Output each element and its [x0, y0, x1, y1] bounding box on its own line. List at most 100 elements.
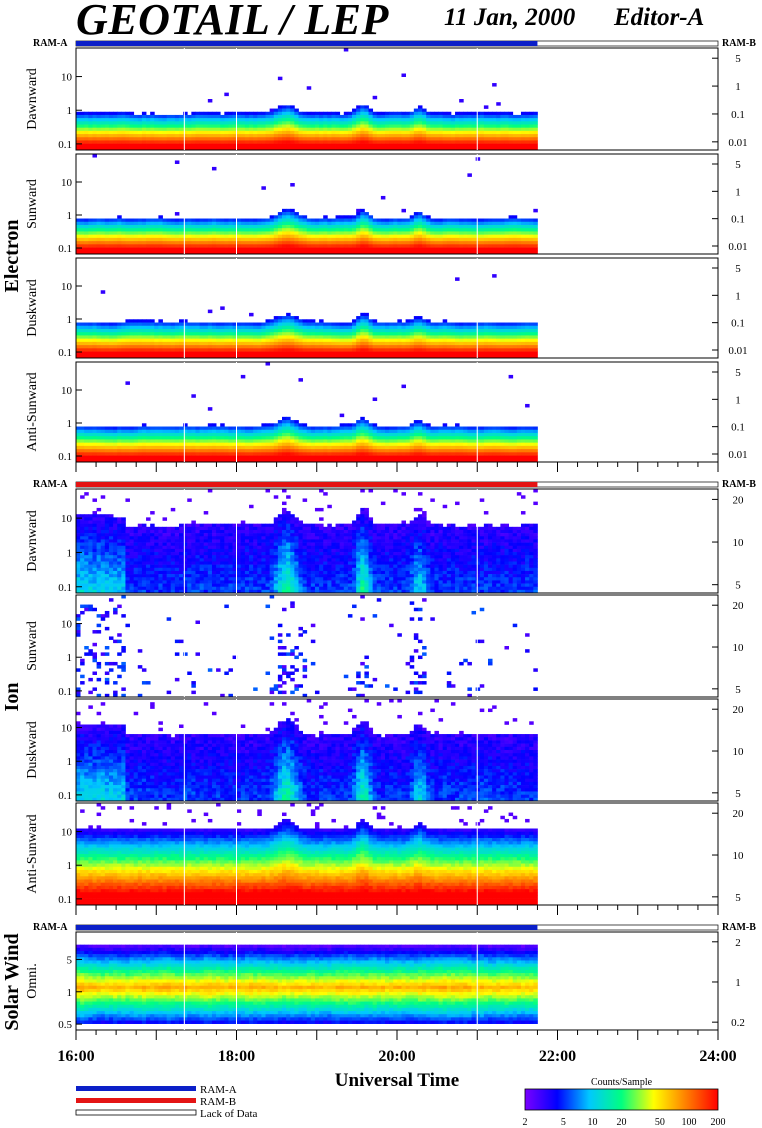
right-tick-label: 0.2	[731, 1017, 745, 1029]
right-tick-label: 1	[735, 977, 741, 989]
right-tick-label: 5	[735, 892, 741, 904]
right-tick-label: 1	[735, 290, 741, 302]
spectrogram-panel	[76, 154, 538, 255]
spectrogram-panel	[76, 595, 538, 698]
group-label: Electron	[1, 220, 23, 293]
legend-swatch	[75, 1109, 197, 1116]
spectrogram-panel	[76, 489, 538, 594]
y-tick-label: 10	[61, 177, 73, 189]
panel-label: Sunward	[25, 179, 40, 229]
y-tick-label: 10	[61, 619, 73, 631]
page-title: GEOTAIL / LEP	[76, 0, 389, 44]
y-tick-label: 1	[67, 860, 73, 872]
y-tick-label: 10	[61, 385, 73, 397]
right-tick-label: 0.01	[728, 241, 747, 253]
right-tick-label: 5	[735, 263, 741, 275]
right-tick-label: 5	[735, 684, 741, 696]
right-tick-label: 1	[735, 81, 741, 93]
y-tick-label: 10	[61, 281, 73, 293]
y-tick-label: 1	[67, 210, 73, 222]
spectrogram-panel	[76, 274, 538, 359]
y-tick-label: 1	[67, 314, 73, 326]
y-tick-label: 0.1	[58, 582, 72, 594]
group-label: Solar Wind	[1, 933, 23, 1030]
colorbar-tick-label: 100	[681, 1117, 696, 1128]
group-label: Ion	[1, 683, 23, 712]
colorbar-tick-label: 50	[655, 1117, 665, 1128]
right-tick-label: 20	[733, 704, 745, 716]
right-tick-label: 5	[735, 367, 741, 379]
right-tick-label: 20	[733, 600, 745, 612]
right-tick-label: 1	[735, 186, 741, 198]
colorbar-tick-label: 2	[523, 1117, 528, 1128]
y-tick-label: 0.1	[58, 139, 72, 151]
panel-label: Omni.	[25, 963, 40, 998]
ram-bar	[76, 925, 538, 930]
right-tick-label: 5	[735, 159, 741, 171]
y-tick-label: 0.1	[58, 686, 72, 698]
right-tick-label: 2	[735, 937, 741, 949]
panel-frame	[75, 594, 719, 698]
y-tick-label: 0.1	[58, 243, 72, 255]
right-tick-label: 20	[733, 808, 745, 820]
panel-frame	[75, 698, 719, 802]
x-axis-label: Universal Time	[335, 1070, 459, 1091]
spectrogram-panel	[76, 699, 538, 802]
panel-frame	[75, 47, 719, 151]
colorbar-tick-label: 20	[617, 1117, 627, 1128]
ram-left-label: RAM-A	[33, 38, 68, 49]
legend-label: RAM-A	[200, 1084, 237, 1096]
y-tick-label: 1	[67, 105, 73, 117]
right-tick-label: 0.1	[731, 422, 745, 434]
colorbar-tick-label: 200	[711, 1117, 726, 1128]
right-tick-label: 1	[735, 394, 741, 406]
y-tick-label: 10	[61, 827, 73, 839]
y-tick-label: 10	[61, 513, 73, 525]
spectrogram-panel	[76, 944, 538, 1024]
y-tick-label: 10	[61, 723, 73, 735]
right-tick-label: 0.01	[728, 345, 747, 357]
x-tick-label: 22:00	[539, 1048, 576, 1065]
y-tick-label: 0.1	[58, 451, 72, 463]
panel-label: Dawnward	[25, 510, 40, 571]
right-tick-label: 0.1	[731, 318, 745, 330]
ram-left-label: RAM-A	[33, 922, 68, 933]
right-tick-label: 0.01	[728, 449, 747, 461]
y-tick-label: 1	[67, 652, 73, 664]
spectrogram-panel	[76, 362, 538, 463]
right-tick-label: 10	[733, 850, 745, 862]
panel-frame	[75, 257, 719, 359]
y-tick-label: 1	[67, 756, 73, 768]
ram-bar	[76, 482, 538, 487]
legend-label: Lack of Data	[200, 1108, 258, 1120]
x-tick-label: 20:00	[378, 1048, 415, 1065]
ram-bar	[76, 41, 538, 46]
ram-left-label: RAM-A	[33, 479, 68, 490]
colorbar-tick-label: 5	[561, 1117, 566, 1128]
colorbar	[524, 1088, 719, 1111]
legend-label: RAM-B	[200, 1096, 236, 1108]
y-tick-label: 0.1	[58, 790, 72, 802]
y-tick-label: 1	[67, 987, 73, 999]
ram-right-label: RAM-B	[722, 922, 756, 933]
ram-right-label: RAM-B	[722, 479, 756, 490]
right-tick-label: 5	[735, 580, 741, 592]
panel-label: Sunward	[25, 621, 40, 671]
panel-frame	[75, 488, 719, 594]
legend-swatch	[76, 1086, 196, 1091]
panel-frame	[75, 153, 719, 255]
x-tick-label: 24:00	[699, 1048, 736, 1065]
right-tick-label: 20	[733, 494, 745, 506]
y-tick-label: 0.1	[58, 894, 72, 906]
legend-swatch	[76, 1098, 196, 1103]
colorbar-tick-label: 10	[587, 1117, 597, 1128]
right-tick-label: 10	[733, 642, 745, 654]
right-tick-label: 0.1	[731, 109, 745, 121]
y-tick-label: 0.1	[58, 347, 72, 359]
right-tick-label: 5	[735, 53, 741, 65]
panel-label: Dawnward	[25, 68, 40, 129]
y-tick-label: 10	[61, 72, 73, 84]
panel-label: Anti-Sunward	[25, 372, 40, 451]
